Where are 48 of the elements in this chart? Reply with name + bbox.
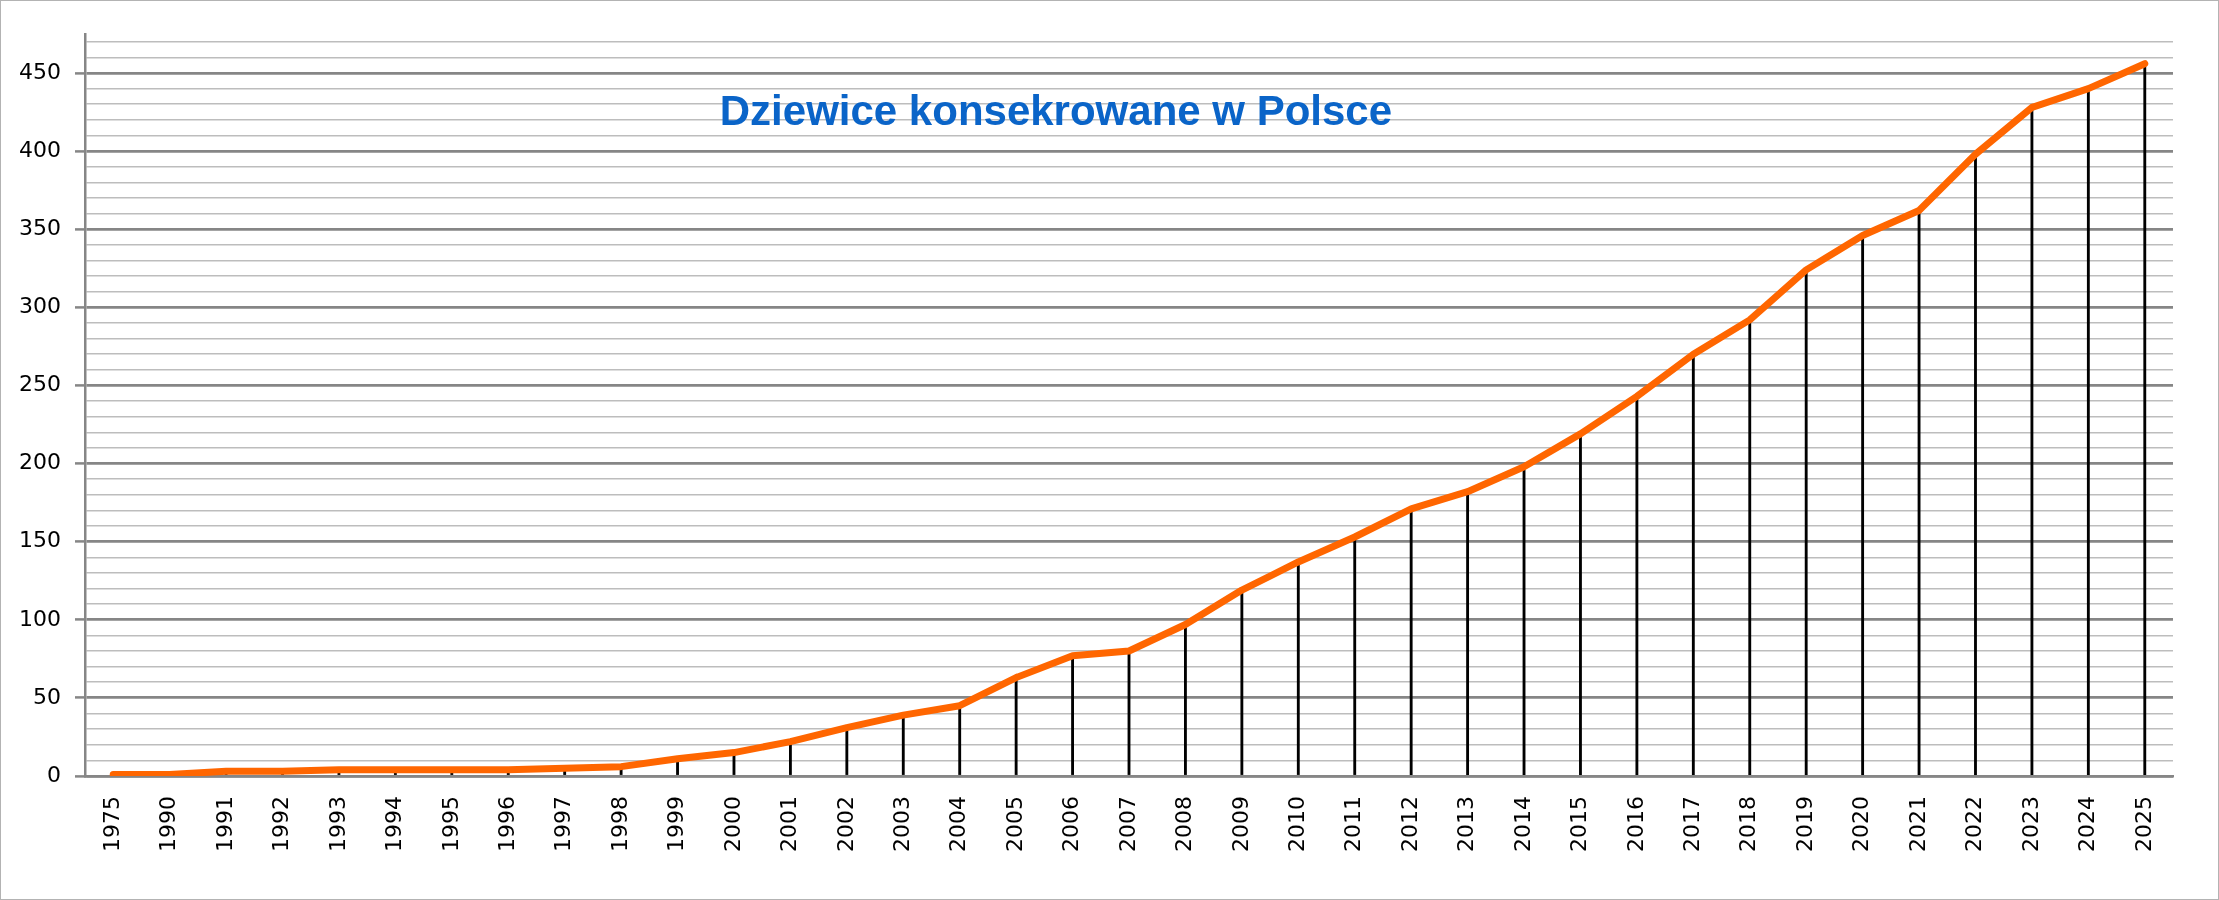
x-tick-label: 1991 xyxy=(211,796,237,852)
x-tick-label: 1997 xyxy=(550,796,576,852)
x-tick-label: 1994 xyxy=(381,796,407,852)
x-tick-label: 2006 xyxy=(1058,796,1084,852)
x-tick-label: 1999 xyxy=(663,796,689,852)
x-tick-label: 2001 xyxy=(776,796,802,852)
x-tick-label: 2007 xyxy=(1114,796,1140,852)
x-tick-label: 2003 xyxy=(888,796,914,852)
x-tick-label: 2014 xyxy=(1509,796,1535,852)
x-tick-label: 2005 xyxy=(1001,796,1027,852)
y-tick-label: 450 xyxy=(19,58,61,84)
y-tick-label: 400 xyxy=(19,136,61,162)
y-tick-label: 300 xyxy=(19,293,61,319)
x-tick-label: 2009 xyxy=(1227,796,1253,852)
x-tick-label: 2017 xyxy=(1679,796,1705,852)
x-tick-label: 2011 xyxy=(1340,796,1366,852)
x-tick-label: 1995 xyxy=(437,796,463,852)
x-tick-label: 2000 xyxy=(719,796,745,852)
x-tick-label: 2013 xyxy=(1453,796,1479,852)
y-tick-label: 0 xyxy=(47,761,61,787)
x-tick-label: 1992 xyxy=(268,796,294,852)
x-tick-label: 2020 xyxy=(1848,796,1874,852)
x-tick-label: 2018 xyxy=(1735,796,1761,852)
text: Dziewice konsekrowane w Polsce xyxy=(719,86,1393,134)
y-tick-label: 150 xyxy=(19,527,61,553)
x-tick-label: 2004 xyxy=(945,796,971,852)
y-tick-label: 100 xyxy=(19,605,61,631)
x-tick-label: 2019 xyxy=(1791,796,1817,852)
x-tick-label: 2012 xyxy=(1396,796,1422,852)
x-tick-label: 1993 xyxy=(324,796,350,852)
x-tick-label: 1990 xyxy=(155,796,181,852)
x-tick-label: 2002 xyxy=(832,796,858,852)
x-tick-label: 1996 xyxy=(493,796,519,852)
x-tick-label: 1975 xyxy=(98,796,124,852)
y-tick-label: 200 xyxy=(19,449,61,475)
x-tick-label: 2023 xyxy=(2017,796,2043,852)
x-tick-label: 2016 xyxy=(1622,796,1648,852)
x-tick-label: 1998 xyxy=(606,796,632,852)
y-tick-label: 250 xyxy=(19,371,61,397)
x-tick-label: 2021 xyxy=(1904,796,1930,852)
x-tick-label: 2024 xyxy=(2074,796,2100,852)
x-tick-label: 2015 xyxy=(1566,796,1592,852)
y-tick-label: 350 xyxy=(19,214,61,240)
x-tick-label: 2025 xyxy=(2130,796,2156,852)
x-tick-label: 2010 xyxy=(1284,796,1310,852)
x-tick-label: 2008 xyxy=(1171,796,1197,852)
y-tick-label: 50 xyxy=(33,683,61,709)
x-tick-label: 2022 xyxy=(1961,796,1987,852)
